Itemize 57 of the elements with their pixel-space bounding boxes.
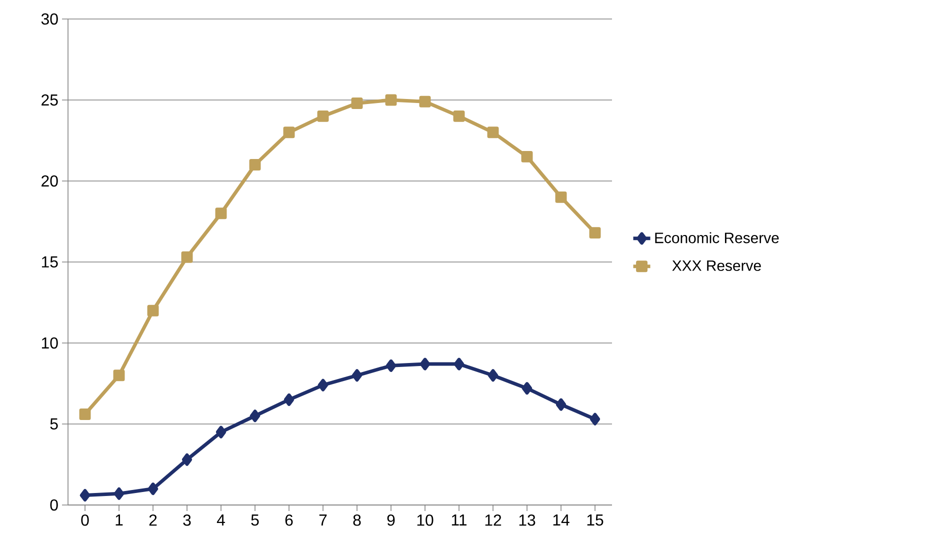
x-tick-label: 3 bbox=[183, 514, 191, 526]
point bbox=[148, 482, 158, 496]
point bbox=[385, 94, 397, 106]
point bbox=[419, 96, 431, 108]
point bbox=[488, 369, 498, 382]
x-tick-label: 0 bbox=[81, 514, 89, 526]
y-tick-label: 0 bbox=[50, 499, 58, 511]
point bbox=[352, 369, 362, 382]
point bbox=[114, 487, 124, 500]
x-tick-label: 13 bbox=[519, 514, 536, 526]
point bbox=[453, 110, 465, 122]
x-tick-label: 6 bbox=[285, 514, 293, 526]
y-tick-label: 5 bbox=[50, 418, 58, 430]
point bbox=[318, 378, 328, 392]
x-tick-label: 10 bbox=[417, 514, 434, 526]
point bbox=[215, 208, 227, 220]
x-tick-label: 4 bbox=[216, 514, 225, 526]
x-tick-label: 11 bbox=[452, 514, 466, 526]
point bbox=[80, 489, 90, 502]
y-tick-label: 30 bbox=[41, 13, 58, 25]
point bbox=[555, 191, 567, 203]
x-tick-label: 2 bbox=[149, 514, 157, 526]
y-tick-label: 10 bbox=[42, 337, 58, 349]
y-tick-label: 15 bbox=[42, 256, 58, 268]
point bbox=[283, 126, 295, 138]
x-tick-label: 1 bbox=[116, 514, 123, 526]
legend-label: XXX Reserve bbox=[672, 260, 761, 271]
point bbox=[182, 453, 192, 466]
x-tick-label: 8 bbox=[353, 514, 361, 526]
x-tick-label: 5 bbox=[251, 514, 259, 526]
point bbox=[250, 410, 260, 422]
point bbox=[420, 358, 430, 370]
point bbox=[454, 358, 464, 370]
point bbox=[386, 359, 396, 372]
point bbox=[147, 304, 159, 316]
x-tick-label: 12 bbox=[485, 514, 502, 526]
point bbox=[249, 159, 261, 171]
point bbox=[487, 126, 499, 138]
y-tick-label: 25 bbox=[42, 94, 58, 106]
x-tick-label: 7 bbox=[319, 514, 327, 526]
point bbox=[79, 408, 91, 420]
point bbox=[317, 110, 329, 122]
point bbox=[590, 412, 600, 426]
point bbox=[589, 227, 601, 239]
point bbox=[521, 150, 533, 162]
legend-label: Economic Reserve bbox=[655, 232, 779, 244]
point bbox=[351, 97, 363, 109]
point bbox=[181, 251, 193, 263]
y-tick-label: 20 bbox=[42, 175, 58, 187]
x-tick-label: 14 bbox=[553, 514, 570, 526]
point bbox=[284, 393, 294, 406]
point bbox=[216, 426, 226, 438]
point bbox=[556, 398, 566, 411]
point bbox=[113, 370, 125, 382]
x-tick-label: 15 bbox=[587, 514, 604, 526]
point bbox=[522, 382, 532, 395]
x-tick-label: 9 bbox=[387, 514, 395, 526]
